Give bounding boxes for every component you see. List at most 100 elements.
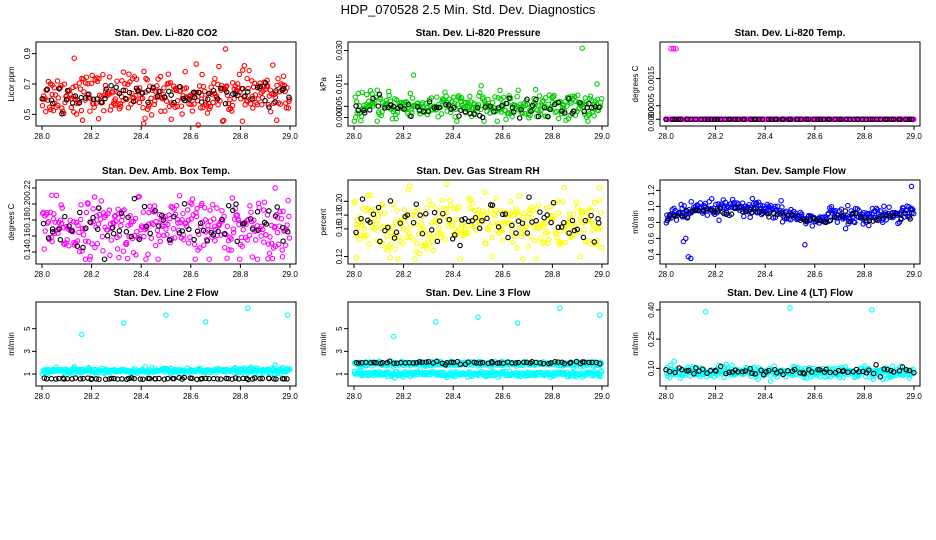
panel-title: Stan. Dev. Line 2 Flow [114, 288, 219, 299]
data-point [56, 226, 62, 232]
data-point [176, 192, 183, 199]
data-point [465, 218, 472, 225]
data-point [240, 67, 246, 73]
data-point [479, 218, 485, 224]
data-point [230, 91, 236, 97]
data-point [479, 359, 486, 366]
y-tick-label: 3 [23, 349, 32, 354]
y-tick-label: 0.7 [23, 78, 32, 90]
data-point-outlier [272, 362, 278, 368]
data-point [430, 247, 437, 254]
data-point [358, 113, 365, 119]
panel-title: Stan. Dev. Sample Flow [734, 166, 846, 177]
data-point [61, 81, 68, 87]
x-tick-label: 28.8 [857, 270, 873, 279]
data-point [497, 207, 504, 214]
data-point [216, 221, 223, 227]
data-point [881, 366, 887, 372]
data-point [161, 232, 167, 239]
data-point [370, 211, 377, 218]
data-point [176, 375, 182, 381]
data-point [274, 204, 280, 210]
data-point [220, 117, 227, 124]
data-point [49, 238, 55, 245]
data-point [98, 198, 105, 204]
data-point [873, 216, 879, 223]
x-tick-label: 29.0 [594, 392, 610, 401]
data-point [255, 227, 261, 233]
data-point [717, 363, 724, 370]
data-point [391, 235, 398, 241]
data-point [581, 108, 587, 115]
data-point [552, 358, 558, 365]
data-point [66, 243, 72, 249]
data-point [416, 359, 423, 365]
data-point [817, 217, 823, 224]
data-point [807, 216, 814, 222]
data-point [109, 224, 116, 231]
data-point [71, 364, 78, 370]
data-point [164, 375, 171, 382]
data-point [39, 96, 45, 102]
data-point [111, 375, 117, 382]
data-point [152, 207, 158, 214]
data-point-outlier [140, 120, 147, 127]
data-point [881, 203, 887, 210]
data-point [509, 222, 515, 229]
data-point-outlier [702, 309, 709, 315]
data-point [803, 116, 809, 123]
data-point [89, 241, 95, 247]
data-point [45, 219, 52, 225]
data-point [126, 89, 133, 96]
data-point [156, 211, 163, 218]
x-tick-label: 28.2 [708, 270, 724, 279]
data-point [352, 94, 358, 100]
data-point [374, 118, 380, 124]
data-point [376, 207, 382, 214]
data-point [499, 211, 506, 218]
y-tick-label: 0.40 [647, 302, 656, 318]
data-point [249, 96, 255, 102]
data-point [792, 213, 798, 219]
data-point [283, 105, 290, 111]
data-point [569, 233, 576, 240]
y-tick-label: 0.030 [335, 40, 344, 61]
data-point [199, 71, 205, 78]
data-point [510, 109, 517, 115]
data-point [909, 209, 915, 216]
data-point [862, 363, 868, 369]
data-point [80, 375, 86, 382]
data-point [285, 229, 291, 235]
data-point [408, 113, 414, 120]
data-point [207, 207, 213, 213]
data-point [593, 359, 600, 366]
data-point-outlier [787, 305, 793, 311]
data-point [771, 363, 777, 369]
series-all [39, 185, 293, 262]
data-point [410, 211, 417, 218]
data-point [582, 217, 589, 224]
y-tick-label: 0.8 [647, 216, 656, 228]
y-axis-label: ml/min [631, 332, 640, 356]
data-point [353, 103, 359, 109]
data-point [422, 243, 429, 249]
data-point [61, 376, 67, 382]
data-point [542, 95, 549, 101]
data-point [126, 71, 132, 77]
data-point [187, 234, 193, 240]
data-point [147, 230, 153, 237]
data-point [375, 103, 382, 109]
data-point [120, 69, 127, 75]
data-point [577, 214, 584, 221]
x-tick-label: 28.0 [34, 392, 50, 401]
data-point [131, 375, 137, 382]
data-point [693, 365, 699, 371]
data-point [87, 95, 94, 102]
data-point [429, 202, 436, 208]
x-tick-label: 28.4 [757, 270, 773, 279]
data-point [157, 73, 164, 80]
data-point [486, 224, 493, 230]
data-point [106, 91, 113, 97]
data-point [574, 204, 581, 211]
data-point [509, 113, 515, 120]
